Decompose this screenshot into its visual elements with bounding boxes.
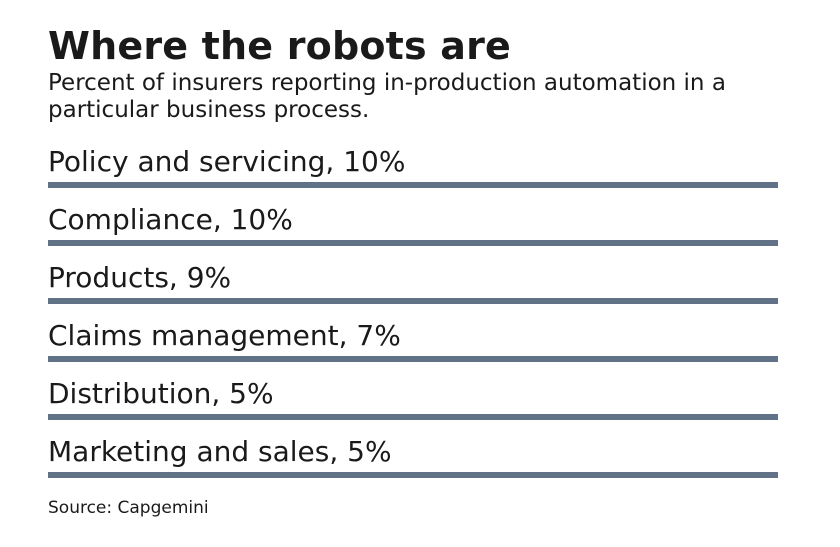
bar-row: Marketing and sales, 5%: [48, 435, 778, 493]
bar: [48, 472, 778, 478]
bar: [48, 414, 778, 420]
bar: [48, 240, 778, 246]
bar-row: Compliance, 10%: [48, 203, 778, 261]
bar-label: Compliance, 10%: [48, 203, 293, 236]
source-note: Source: Capgemini: [48, 498, 209, 518]
bar: [48, 298, 778, 304]
bar: [48, 182, 778, 188]
bar-row: Policy and servicing, 10%: [48, 145, 778, 203]
bar-label: Products, 9%: [48, 261, 232, 294]
bar-row: Products, 9%: [48, 261, 778, 319]
bar-row: Distribution, 5%: [48, 377, 778, 435]
bar-label: Policy and servicing, 10%: [48, 145, 406, 178]
chart-subtitle: Percent of insurers reporting in-product…: [48, 70, 726, 123]
bar: [48, 356, 778, 362]
bar-label: Distribution, 5%: [48, 377, 274, 410]
chart-title: Where the robots are: [48, 24, 512, 68]
bar-label: Claims management, 7%: [48, 319, 401, 352]
bar-label: Marketing and sales, 5%: [48, 435, 392, 468]
bar-row: Claims management, 7%: [48, 319, 778, 377]
